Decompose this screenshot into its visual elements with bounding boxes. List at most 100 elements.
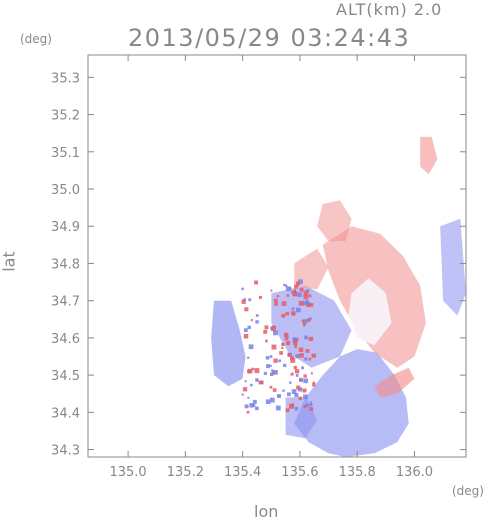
- echo-speckle: [302, 323, 306, 327]
- echo-speckle: [303, 294, 309, 300]
- y-tick-label: 35.1: [51, 146, 80, 161]
- x-tick-label: 135.2: [167, 465, 204, 480]
- echo-speckle: [299, 353, 304, 358]
- echo-speckle: [308, 336, 314, 342]
- echo-speckle: [302, 388, 307, 393]
- echo-speckle: [299, 287, 304, 292]
- echo-speckle: [255, 378, 259, 382]
- echo-speckle: [271, 344, 277, 350]
- echo-speckle: [308, 357, 312, 361]
- x-axis: 135.0 135.2 135.4 135.6 135.8 136.0: [109, 55, 433, 480]
- echo-speckle: [305, 300, 309, 305]
- echo-speckle: [285, 408, 290, 413]
- echo-speckle: [312, 381, 316, 384]
- plot-frame: [87, 54, 467, 458]
- echo-speckle: [303, 378, 309, 384]
- echo-speckle: [282, 389, 285, 392]
- echo-speckle: [285, 311, 290, 316]
- echo-speckle: [301, 319, 305, 323]
- y-tick-label: 34.9: [51, 220, 80, 235]
- echo-speckle: [247, 396, 250, 399]
- echo-speckle: [244, 404, 249, 409]
- echo-speckle: [269, 364, 272, 367]
- echo-speckle: [291, 307, 295, 311]
- echo-speckle: [241, 287, 244, 291]
- echo-speckle: [283, 363, 287, 367]
- echo-speckle: [284, 336, 289, 341]
- echo-speckle: [251, 367, 255, 371]
- echo-speckle: [306, 403, 310, 407]
- echo-speckle: [294, 284, 298, 289]
- echo-speckle: [269, 355, 273, 358]
- echo-speckle: [295, 281, 300, 286]
- echo-speckle: [247, 369, 251, 373]
- echo-speckle: [290, 372, 294, 376]
- echo-speckle: [250, 383, 253, 387]
- echo-speckle: [265, 339, 268, 343]
- echo-speckle: [273, 330, 278, 336]
- x-tick-label: 135.0: [109, 465, 146, 480]
- echo-speckle: [241, 393, 244, 396]
- y-axis: 34.3 34.4 34.5 34.6 34.7 34.8 34.9 35.0 35.1 35.2…: [51, 71, 466, 459]
- echo-speckle: [263, 329, 268, 334]
- echo-speckle: [286, 335, 289, 338]
- echo-region-northwest-pink: [294, 248, 329, 290]
- echo-speckle: [303, 374, 307, 378]
- echo-speckle: [289, 403, 294, 409]
- echo-speckle: [298, 347, 304, 352]
- echo-speckle: [246, 410, 250, 414]
- echo-speckle: [250, 319, 253, 322]
- echo-region-island-pink: [420, 136, 438, 175]
- echo-speckle: [298, 396, 302, 401]
- echo-speckle: [286, 294, 290, 297]
- echo-speckle: [255, 406, 259, 411]
- echo-speckle: [294, 337, 299, 342]
- x-tick-label: 135.8: [339, 465, 376, 480]
- y-tick-label: 34.3: [51, 444, 80, 459]
- echo-speckle: [284, 332, 289, 338]
- echo-speckle: [270, 372, 274, 376]
- echo-speckle: [294, 369, 300, 374]
- echo-speckle: [247, 356, 250, 359]
- echo-speckle: [271, 326, 276, 332]
- echo-speckle: [248, 298, 252, 302]
- echo-speckle: [309, 407, 314, 411]
- echo-speckle: [290, 290, 294, 294]
- echo-speckle: [276, 295, 280, 298]
- echo-speckle: [293, 341, 298, 346]
- echo-region-main-blue: [294, 349, 409, 457]
- y-tick-label: 34.6: [51, 332, 80, 347]
- echo-speckle: [301, 366, 304, 370]
- echo-speckle: [305, 349, 310, 353]
- echo-speckle: [291, 389, 297, 394]
- echo-speckle: [309, 303, 314, 307]
- echo-speckle: [254, 368, 260, 374]
- echo-speckle: [249, 403, 254, 408]
- echo-speckle: [290, 357, 296, 363]
- echo-speckle: [284, 284, 288, 287]
- echo-speckle: [271, 369, 274, 372]
- echo-region-west-blue: [211, 300, 246, 387]
- echo-speckle: [259, 295, 262, 299]
- echo-speckle: [302, 301, 307, 306]
- y-tick-label: 35.2: [51, 109, 80, 124]
- echo-speckle: [304, 357, 308, 361]
- echo-speckle: [276, 394, 280, 398]
- y-tick-label: 35.3: [51, 71, 80, 86]
- echo-speckle: [243, 334, 249, 339]
- echo-speckle: [294, 407, 299, 411]
- echo-speckle: [287, 353, 291, 357]
- echo-speckle: [275, 405, 281, 411]
- echo-speckle: [278, 359, 281, 363]
- echo-speckle: [309, 317, 312, 320]
- echo-speckle: [273, 358, 278, 363]
- x-tick-label: 135.4: [224, 465, 261, 480]
- echo-speckle: [270, 289, 273, 292]
- echo-speckle: [266, 364, 270, 369]
- echo-speckle: [293, 365, 297, 370]
- echo-speckle: [281, 346, 284, 349]
- echo-speckle: [244, 328, 248, 332]
- echo-speckle: [269, 397, 275, 403]
- echo-speckle: [252, 399, 257, 404]
